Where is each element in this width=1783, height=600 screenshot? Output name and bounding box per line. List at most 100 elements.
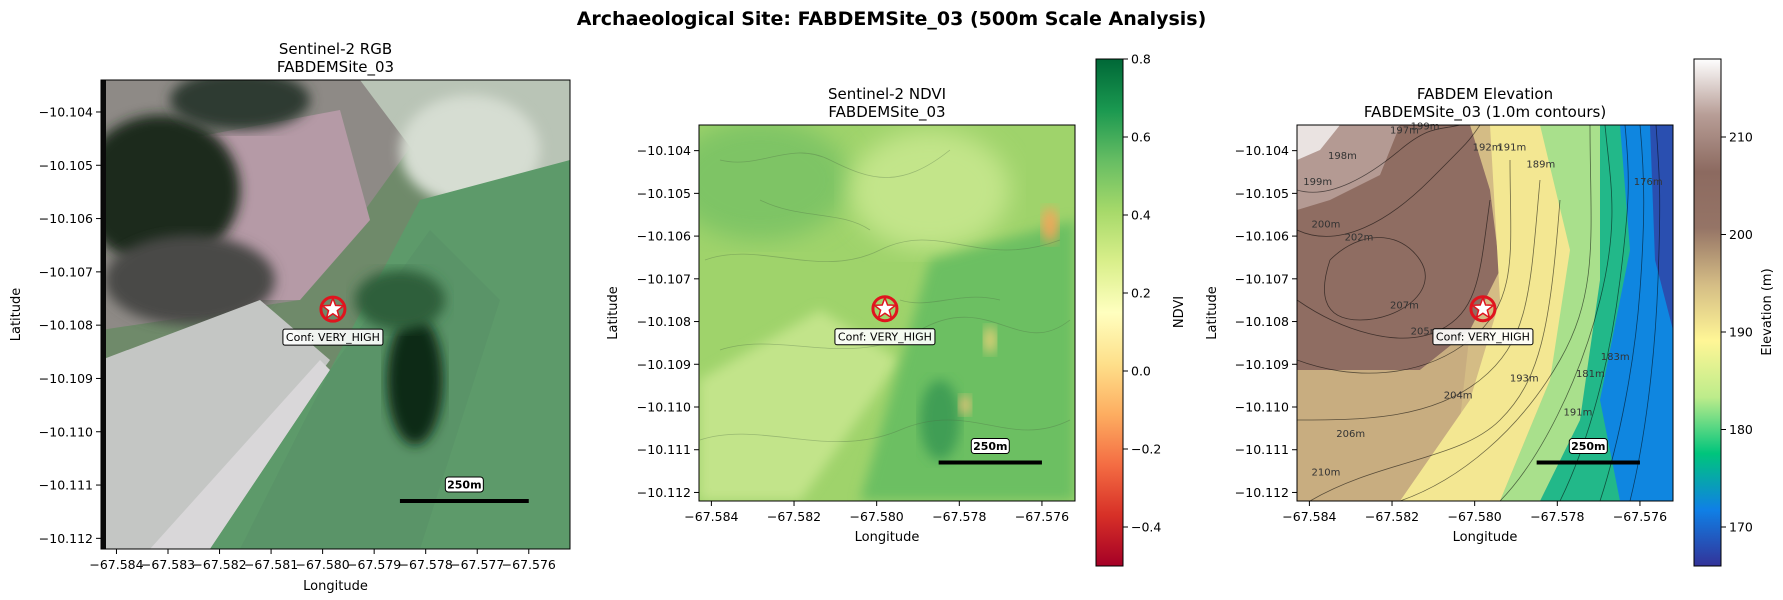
panel-ndvi-title-line1: Sentinel-2 NDVI	[828, 85, 946, 103]
elev-ytick-label: −10.109	[1235, 357, 1289, 372]
ndvi-ytick-label: −10.108	[637, 314, 691, 329]
rgb-xtick-label: −67.579	[347, 557, 401, 572]
elev-site-marker	[1470, 295, 1496, 320]
ndvi-xtick-label: −67.582	[767, 509, 821, 524]
site-overlays: 250m Conf: VERY_HIGH 250m Conf: VERY_HIGH 25…	[282, 295, 1640, 504]
elev-colorbar-tick-label: 180	[1729, 422, 1753, 437]
rgb-ylabel: Latitude	[9, 288, 24, 342]
elevation-contour-labels: 197m199m198m199m200m202m207m205m204m206m…	[1303, 121, 1662, 478]
rgb-xtick-label: −67.578	[399, 557, 453, 572]
elev-ytick-label: −10.111	[1235, 442, 1289, 457]
ndvi-ytick-label: −10.110	[637, 400, 691, 415]
ndvi-colorbar-tick-label: 0.8	[1131, 52, 1151, 67]
elevation-frame	[1296, 124, 1674, 502]
panel-ndvi: Sentinel-2 NDVI FABDEMSite_03 −67.584 −67…	[606, 52, 1187, 567]
elev-ytick-label: −10.104	[1235, 143, 1289, 158]
ndvi-colorbar-label: NDVI	[1172, 296, 1187, 328]
elev-colorbar	[1693, 58, 1722, 567]
elev-confidence-label: Conf: VERY_HIGH	[1436, 331, 1530, 344]
ndvi-ytick-label: −10.111	[637, 442, 691, 457]
ndvi-ytick-label: −10.104	[637, 143, 691, 158]
rgb-ytick-label: −10.105	[39, 158, 93, 173]
rgb-xtick-label: −67.584	[89, 557, 143, 572]
ndvi-ytick-label: −10.107	[637, 271, 691, 286]
contour-label: 176m	[1634, 177, 1663, 188]
contour-label: 199m	[1303, 177, 1332, 188]
ndvi-confidence-label: Conf: VERY_HIGH	[838, 331, 932, 344]
rgb-xtick-label: −67.583	[141, 557, 195, 572]
contour-label: 183m	[1601, 352, 1630, 363]
ndvi-colorbar-tick-label: 0.4	[1131, 208, 1151, 223]
elev-scalebar-label-box	[1568, 438, 1608, 455]
elev-xtick-label: −67.584	[1282, 509, 1336, 524]
contour-label: 199m	[1411, 121, 1440, 132]
panel-rgb: Sentinel-2 RGB FABDEMSite_03 −67.584−	[9, 40, 571, 594]
ndvi-x-ticks: −67.584 −67.582 −67.580 −67.578 −67.576	[684, 501, 1069, 524]
rgb-frame	[100, 79, 571, 550]
elev-confidence-box	[1432, 328, 1534, 346]
elev-colorbar-tick-label: 210	[1729, 130, 1753, 145]
elev-colorbar-tick-label: 170	[1729, 520, 1753, 535]
panel-elev-title-line2: FABDEMSite_03 (1.0m contours)	[1364, 103, 1606, 122]
elev-colorbar-tick-label: 200	[1729, 227, 1753, 242]
contour-label: 198m	[1328, 151, 1357, 162]
ndvi-scalebar-label-box	[970, 438, 1010, 455]
elev-ytick-label: −10.106	[1235, 229, 1289, 244]
contour-label: 210m	[1312, 467, 1341, 478]
ndvi-colorbar-tick-label: 0.6	[1131, 130, 1151, 145]
rgb-ytick-label: −10.104	[39, 104, 93, 119]
contour-label: 200m	[1312, 220, 1341, 231]
elev-colorbar-label: Elevation (m)	[1760, 268, 1775, 355]
ndvi-colorbar-tick-label: 0.2	[1131, 286, 1151, 301]
contour-label: 205m	[1411, 326, 1440, 337]
contour-label: 204m	[1444, 390, 1473, 401]
ndvi-ytick-label: −10.112	[637, 485, 691, 500]
elev-ytick-label: −10.110	[1235, 400, 1289, 415]
ndvi-site-marker	[872, 295, 898, 320]
contour-label: 192m	[1473, 143, 1502, 154]
rgb-ytick-label: −10.111	[39, 478, 93, 493]
ndvi-xtick-label: −67.580	[850, 509, 904, 524]
rgb-confidence-box	[282, 328, 384, 346]
rgb-ytick-label: −10.107	[39, 264, 93, 279]
ndvi-colorbar-tick-label: −0.4	[1131, 520, 1161, 535]
elev-colorbar-ticks: 210 200 190 180 170	[1721, 130, 1753, 535]
rgb-ytick-label: −10.112	[39, 531, 93, 546]
rgb-xtick-label: −67.581	[244, 557, 298, 572]
rgb-ytick-label: −10.108	[39, 318, 93, 333]
rgb-xtick-label: −67.580	[296, 557, 350, 572]
rgb-scalebar-label-box	[444, 476, 484, 493]
rgb-scalebar-label: 250m	[447, 479, 481, 492]
ndvi-ytick-label: −10.106	[637, 229, 691, 244]
elev-ylabel: Latitude	[1205, 286, 1220, 340]
elev-xtick-label: −67.576	[1613, 509, 1667, 524]
ndvi-confidence-box	[834, 328, 936, 346]
rgb-xtick-label: −67.582	[192, 557, 246, 572]
elev-ytick-label: −10.108	[1235, 314, 1289, 329]
ndvi-xtick-label: −67.576	[1015, 509, 1069, 524]
contour-label: 189m	[1526, 160, 1555, 171]
ndvi-frame	[698, 124, 1076, 502]
contour-label: 193m	[1510, 373, 1539, 384]
rgb-ytick-label: −10.110	[39, 424, 93, 439]
elev-scalebar-label: 250m	[1571, 440, 1605, 453]
panel-elev-title-line1: FABDEM Elevation	[1417, 85, 1553, 103]
ndvi-colorbar-tick-label: −0.2	[1131, 442, 1161, 457]
elev-xlabel: Longitude	[1453, 530, 1518, 545]
elev-xtick-label: −67.580	[1448, 509, 1502, 524]
ndvi-colorbar-ticks: 0.8 0.6 0.4 0.2 0.0 −0.2 −0.4	[1123, 52, 1161, 535]
elev-xtick-label: −67.578	[1530, 509, 1584, 524]
rgb-site-marker	[320, 296, 346, 320]
ndvi-xtick-label: −67.584	[684, 509, 738, 524]
ndvi-colorbar-tick-label: 0.0	[1131, 364, 1151, 379]
rgb-image	[101, 80, 570, 549]
elev-y-ticks: −10.104 −10.105 −10.106 −10.107 −10.108 −10.1…	[1235, 143, 1297, 500]
contour-label: 181m	[1576, 369, 1605, 380]
rgb-xtick-label: −67.577	[450, 557, 504, 572]
rgb-ytick-label: −10.106	[39, 211, 93, 226]
ndvi-colorbar	[1095, 58, 1124, 567]
figure-title: Archaeological Site: FABDEMSite_03 (500m…	[576, 8, 1207, 30]
ndvi-ylabel: Latitude	[606, 286, 621, 340]
elev-xtick-label: −67.582	[1365, 509, 1419, 524]
